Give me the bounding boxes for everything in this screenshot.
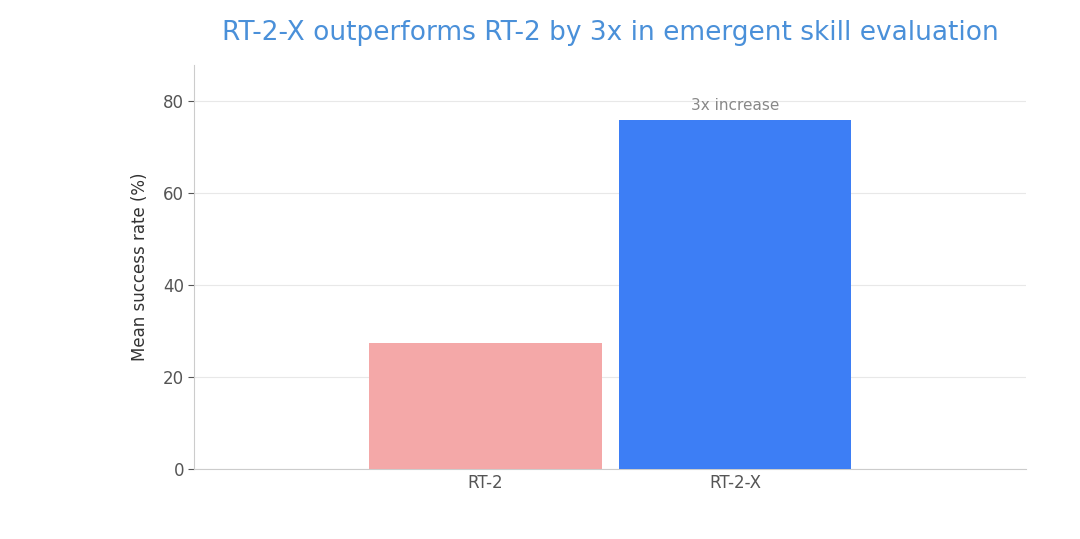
Bar [369,343,602,469]
Text: 3x increase: 3x increase [691,98,779,113]
Y-axis label: Mean success rate (%): Mean success rate (%) [131,172,149,361]
Bar [619,120,851,469]
Title: RT-2-X outperforms RT-2 by 3x in emergent skill evaluation: RT-2-X outperforms RT-2 by 3x in emergen… [221,20,999,46]
